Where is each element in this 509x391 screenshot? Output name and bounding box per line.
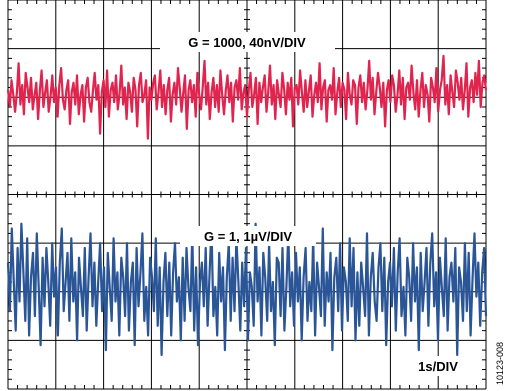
trace-g1000 [6, 54, 488, 140]
trace-label-bottom: G = 1, 1µV/DIV [204, 229, 292, 244]
trace-g1 [6, 222, 488, 357]
label-bg-bottom [180, 226, 316, 246]
traces [6, 54, 488, 357]
horizontal-scale-label: 1s/DIV [418, 359, 458, 374]
trace-label-top: G = 1000, 40nV/DIV [188, 35, 306, 50]
figure-id: 10123-008 [495, 342, 505, 385]
label-bg-top [160, 32, 335, 52]
scale-label-bg [408, 356, 468, 376]
